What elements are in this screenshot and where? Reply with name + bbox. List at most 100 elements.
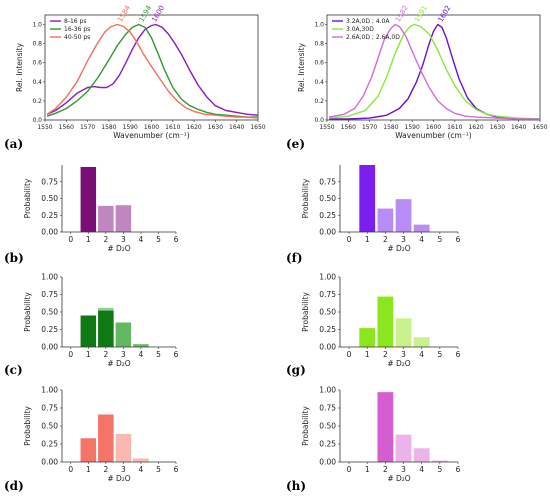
y-tick-label: 0.2	[32, 98, 42, 105]
x-tick-label: 6	[174, 350, 179, 359]
y-tick-label: 0.25	[41, 325, 58, 334]
y-axis-label: Rel. Intensity	[15, 42, 24, 92]
x-tick-label: 1	[86, 350, 91, 359]
y-tick-label: 0.25	[319, 325, 336, 334]
x-tick-label: 2	[383, 350, 388, 359]
x-tick-label: 1590	[405, 124, 420, 131]
x-tick-label: 1580	[101, 124, 116, 131]
series-line-3	[328, 23, 540, 120]
y-tick-label: 0.2	[314, 98, 324, 105]
y-tick-label: 0.25	[319, 440, 336, 449]
bar-1	[80, 167, 97, 232]
bar-1	[80, 315, 97, 347]
y-tick-label: 0.75	[41, 290, 58, 299]
x-tick-label: 5	[437, 465, 442, 474]
x-tick-label: 3	[121, 350, 126, 359]
bar-3	[98, 205, 114, 232]
y-tick-label: 0.75	[319, 404, 336, 413]
x-tick-label: 1610	[165, 124, 180, 131]
series-line-2	[329, 23, 541, 120]
x-tick-label: 4	[419, 350, 424, 359]
peak-annotation-3: 1602	[437, 4, 453, 23]
x-tick-label: 1600	[144, 124, 159, 131]
x-tick-label: 6	[456, 465, 461, 474]
y-tick-label: 0.50	[319, 422, 336, 431]
x-tick-label: 1640	[229, 124, 244, 131]
x-tick-label: 1640	[511, 124, 526, 131]
y-tick-label: 1.0	[32, 22, 42, 29]
x-tick-label: 2	[383, 465, 388, 474]
legend-entry-3: 2.6A,0D ; 2.6A,0D	[346, 34, 400, 41]
legend-entry-3: 40-50 ps	[64, 34, 90, 41]
panel-label-h: (h)	[286, 479, 306, 493]
x-tick-label: 3	[121, 465, 126, 474]
bar-2	[98, 414, 114, 462]
x-axis-label: # D₂O	[107, 474, 130, 483]
x-tick-label: 1580	[383, 124, 398, 131]
x-tick-label: 3	[401, 465, 406, 474]
x-tick-label: 2	[103, 465, 108, 474]
y-axis-label: Probability	[23, 406, 32, 446]
y-tick-label: 0.8	[314, 41, 324, 48]
legend-entry-2: 3.0A,30D	[346, 26, 374, 33]
y-tick-label: 0.25	[319, 211, 336, 220]
x-tick-label: 1600	[426, 124, 441, 131]
line-chart-a: 0.0 0.2 0.4 0.6 0.8 1.0 1550 1560 1570 1580 1590 16…	[15, 4, 266, 140]
x-tick-label: 5	[156, 235, 161, 244]
x-tick-label: 5	[156, 465, 161, 474]
bar-4	[431, 460, 448, 462]
x-tick-label: 3	[121, 235, 126, 244]
y-tick-label: 0.50	[41, 308, 58, 317]
x-tick-label: 1650	[532, 124, 547, 131]
series-line-2	[46, 23, 258, 118]
bar-2	[377, 296, 394, 347]
y-tick-label: 0.00	[41, 228, 58, 237]
bar-3	[98, 310, 114, 347]
bar-3	[115, 433, 132, 462]
x-tick-label: 5	[437, 350, 442, 359]
y-tick-label: 0.50	[41, 422, 58, 431]
x-tick-label: 4	[139, 235, 144, 244]
panel-label-b: (b)	[4, 251, 24, 265]
panel-label-e: (e)	[286, 137, 305, 151]
x-tick-label: 1590	[123, 124, 138, 131]
y-tick-label: 0.6	[32, 60, 42, 67]
x-tick-label: 0	[347, 465, 352, 474]
y-axis-label: Probability	[23, 178, 32, 218]
x-tick-label: 6	[456, 235, 461, 244]
bar-chart-d: 0.00 0.25 0.50 0.75 1.00 0 1 2 3 4 5 6 # D₂O Probabil…	[23, 386, 179, 484]
bar-2	[377, 208, 394, 232]
x-axis-label: # D₂O	[387, 244, 410, 253]
peak-annotation-1: 1584	[116, 4, 132, 24]
y-tick-label: 0.50	[41, 194, 58, 203]
y-tick-label: 0.25	[41, 440, 58, 449]
x-tick-label: 1	[86, 465, 91, 474]
bar-1	[359, 165, 376, 232]
x-tick-label: 4	[139, 465, 144, 474]
x-tick-label: 1550	[319, 124, 334, 131]
x-tick-label: 4	[139, 350, 144, 359]
bar-3	[413, 448, 430, 462]
y-tick-label: 0.75	[319, 177, 336, 186]
peak-annotation-3: 1600	[150, 4, 166, 23]
y-tick-label: 0.00	[319, 458, 336, 467]
x-tick-label: 1	[365, 465, 370, 474]
bar-4	[413, 337, 430, 347]
peak-annotation-1: 1582	[394, 4, 410, 23]
peak-annotation-2: 1591	[413, 4, 429, 23]
y-tick-label: 1.00	[319, 273, 336, 282]
y-tick-label: 0.4	[32, 79, 42, 86]
y-tick-label: 0.0	[32, 117, 42, 124]
bar-4	[115, 322, 132, 347]
bar-4	[133, 458, 149, 462]
y-tick-label: 0.0	[314, 117, 324, 124]
legend-entry-2: 16-36 ps	[64, 26, 90, 33]
x-tick-label: 4	[419, 465, 424, 474]
x-tick-label: 5	[437, 235, 442, 244]
bar-chart-b: 0.00 0.25 0.50 0.75 0 1 2 3 4 5 6 # D₂O Probability	[23, 165, 179, 253]
x-tick-label: 1560	[341, 124, 356, 131]
x-tick-label: 2	[103, 235, 108, 244]
x-tick-label: 0	[68, 465, 73, 474]
x-tick-label: 2	[383, 235, 388, 244]
x-tick-label: 0	[68, 350, 73, 359]
